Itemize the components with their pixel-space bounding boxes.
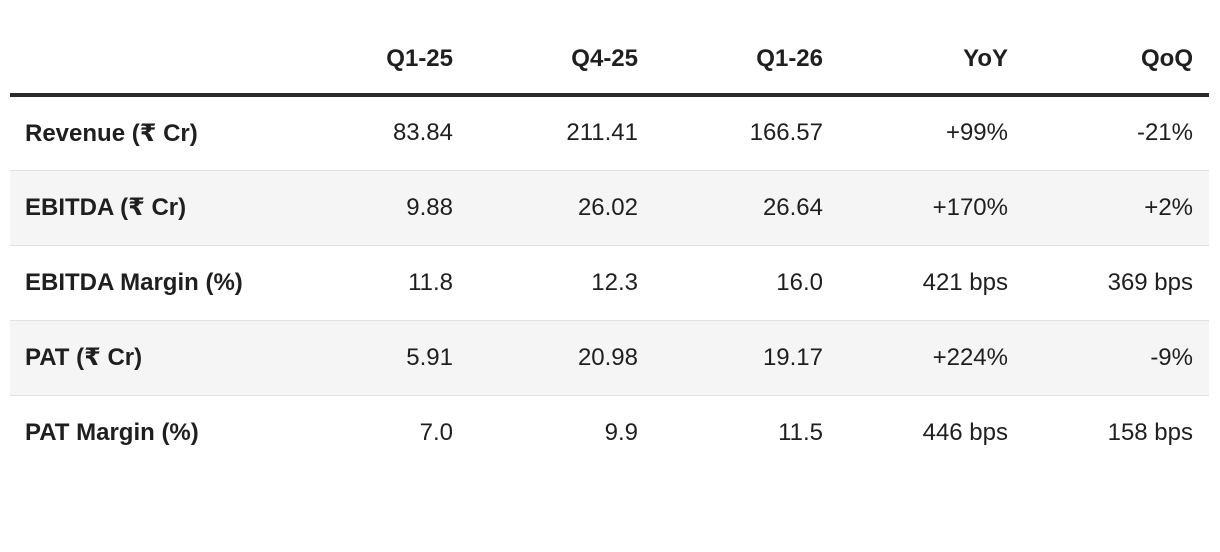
column-header-metric [10,24,284,97]
row-label-ebitda: EBITDA (₹ Cr) [10,170,284,246]
financial-results-table-container: Q1-25 Q4-25 Q1-26 YoY QoQ Revenue (₹ Cr)… [10,24,1209,470]
column-header-qoq: QoQ [1024,24,1209,97]
cell-pat-q4-25: 20.98 [469,320,654,396]
cell-pat-margin-q1-25: 7.0 [419,418,453,446]
table-row-ebitda-margin: EBITDA Margin (%) 11.8 12.3 16.0 421 bps… [10,245,1209,321]
cell-ebitda-yoy: +170% [839,170,1024,246]
table-row-revenue: Revenue (₹ Cr) 83.84 211.41 166.57 +99% … [10,95,1209,171]
table-header: Q1-25 Q4-25 Q1-26 YoY QoQ [10,24,1209,97]
table-body: Revenue (₹ Cr) 83.84 211.41 166.57 +99% … [10,95,1209,470]
cell-pat-margin-q1-26: 11.5 [778,418,823,446]
row-label-revenue: Revenue (₹ Cr) [10,95,284,171]
cell-ebitda-margin-q1-26: 16.0 [654,245,839,321]
cell-revenue-q1-26: 166.57 [654,95,839,171]
cell-pat-q1-26: 19.17 [654,320,839,396]
quarterly-results-table: Q1-25 Q4-25 Q1-26 YoY QoQ Revenue (₹ Cr)… [10,24,1209,470]
cell-revenue-yoy: +99% [839,95,1024,171]
cell-ebitda-qoq: +2% [1024,170,1209,246]
cell-ebitda-q4-25: 26.02 [469,170,654,246]
cell-ebitda-q1-26: 26.64 [654,170,839,246]
row-label-ebitda-margin: EBITDA Margin (%) [10,245,284,321]
cell-pat-margin-yoy: 446 bps [922,418,1008,446]
header-row: Q1-25 Q4-25 Q1-26 YoY QoQ [10,24,1209,97]
cell-revenue-q1-25: 83.84 [284,95,469,171]
table-row-ebitda: EBITDA (₹ Cr) 9.88 26.02 26.64 +170% +2% [10,170,1209,246]
cell-revenue-qoq: -21% [1024,95,1209,171]
column-header-yoy: YoY [839,24,1024,97]
cell-pat-q1-25: 5.91 [284,320,469,396]
cell-ebitda-margin-q1-25: 11.8 [284,245,469,321]
table-row-pat: PAT (₹ Cr) 5.91 20.98 19.17 +224% -9% [10,320,1209,396]
table-row-pat-margin: PAT Margin (%) 7.0 9.9 11.5 446 bps 158 … [10,395,1209,470]
column-header-q1-26: Q1-26 [654,24,839,97]
column-header-q4-25: Q4-25 [469,24,654,97]
cell-pat-yoy: +224% [839,320,1024,396]
cell-revenue-q4-25: 211.41 [469,95,654,171]
column-header-q1-25: Q1-25 [284,24,469,97]
row-label-pat: PAT (₹ Cr) [10,320,284,396]
cell-ebitda-margin-qoq: 369 bps [1024,245,1209,321]
cell-pat-margin-q4-25: 9.9 [604,418,638,446]
cell-ebitda-q1-25: 9.88 [284,170,469,246]
cell-pat-qoq: -9% [1024,320,1209,396]
cell-pat-margin-qoq: 158 bps [1107,418,1193,446]
cell-ebitda-margin-q4-25: 12.3 [469,245,654,321]
row-label-pat-margin: PAT Margin (%) [25,418,199,446]
cell-ebitda-margin-yoy: 421 bps [839,245,1024,321]
